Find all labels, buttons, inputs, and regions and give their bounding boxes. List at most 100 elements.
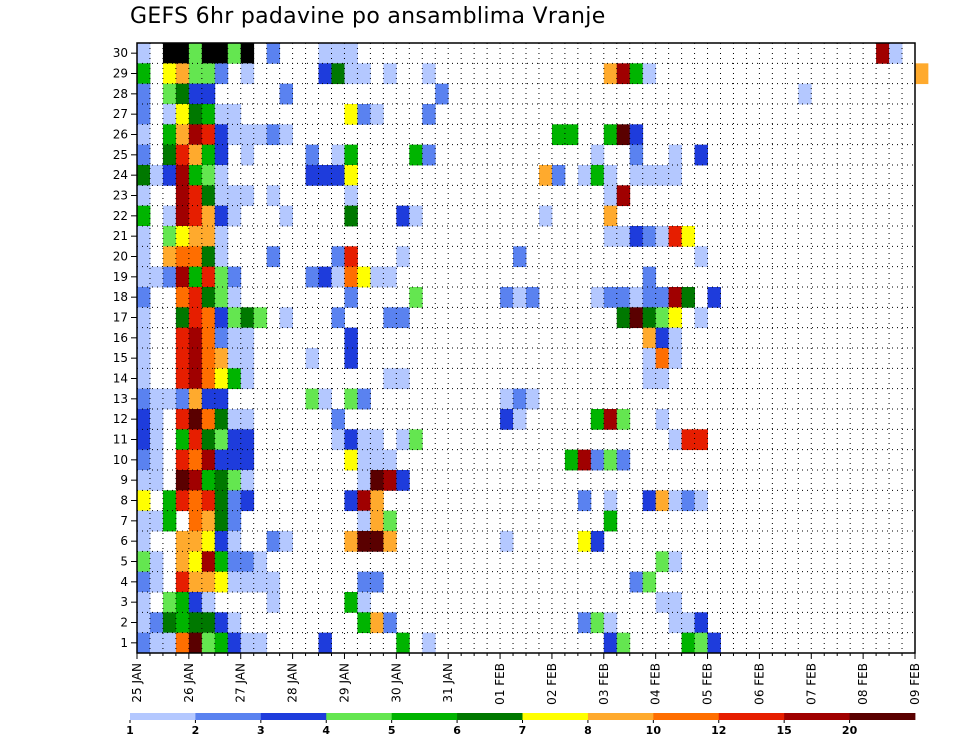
heatmap-cell — [188, 429, 203, 451]
x-tick-label: 26 JAN — [182, 663, 196, 703]
y-tick-label: 4 — [120, 575, 128, 589]
heatmap-cell — [227, 632, 242, 654]
heatmap-cell — [188, 368, 203, 390]
heatmap-cell — [137, 429, 151, 451]
heatmap-cell — [149, 612, 164, 634]
heatmap-cell — [383, 612, 397, 634]
legend-label: 2 — [192, 724, 200, 737]
heatmap-cell — [149, 449, 164, 471]
heatmap-cell — [188, 104, 203, 125]
heatmap-cell — [513, 388, 527, 410]
heatmap-cell — [188, 327, 203, 349]
legend-label: 7 — [519, 724, 527, 737]
heatmap-cell — [603, 226, 618, 247]
heatmap-cell — [422, 144, 436, 166]
heatmap-cell — [253, 551, 268, 573]
heatmap-cell — [137, 470, 151, 491]
heatmap-cell — [681, 287, 695, 308]
heatmap-cell — [344, 348, 358, 369]
heatmap-cell — [188, 531, 203, 552]
heatmap-cell — [214, 348, 229, 369]
legend-label: 12 — [711, 724, 726, 737]
heatmap-cell — [357, 429, 371, 451]
heatmap-cell — [642, 571, 657, 593]
legend-swatch — [195, 713, 262, 720]
heatmap-cell — [590, 449, 605, 471]
heatmap-cell — [668, 551, 682, 573]
heatmap-cell — [603, 63, 618, 85]
heatmap-cell — [344, 490, 358, 512]
heatmap-cell — [201, 165, 216, 186]
heatmap-cell — [175, 165, 190, 186]
heatmap-cell — [175, 43, 190, 64]
heatmap-cell — [655, 226, 670, 247]
x-tick-label: 06 FEB — [752, 663, 766, 705]
heatmap-cells — [137, 43, 929, 654]
heatmap-cell — [188, 43, 203, 64]
y-tick-label: 17 — [113, 311, 128, 325]
heatmap-cell — [188, 226, 203, 247]
heatmap-cell — [188, 185, 203, 207]
heatmap-cell — [526, 287, 540, 308]
heatmap-cell — [318, 43, 332, 64]
legend-label: 15 — [777, 724, 792, 737]
legend-label: 3 — [257, 724, 265, 737]
heatmap-cell — [279, 83, 293, 105]
y-tick-label: 21 — [113, 229, 128, 243]
heatmap-cell — [137, 43, 151, 64]
heatmap-cell — [668, 429, 682, 451]
heatmap-cell — [188, 205, 203, 227]
heatmap-cell — [214, 449, 229, 471]
heatmap-cell — [603, 510, 618, 532]
x-tick-label: 29 JAN — [337, 663, 351, 703]
heatmap-cell — [655, 307, 670, 329]
x-tick-label: 03 FEB — [597, 663, 611, 705]
heatmap-cell — [370, 470, 384, 491]
heatmap-cell — [214, 571, 229, 593]
heatmap-cell — [175, 368, 190, 390]
heatmap-cell — [240, 185, 255, 207]
heatmap-cell — [344, 592, 358, 613]
heatmap-cell — [240, 409, 255, 430]
heatmap-cell — [227, 551, 242, 573]
heatmap-cell — [162, 43, 177, 64]
heatmap-cell — [162, 104, 177, 125]
heatmap-cell — [137, 185, 151, 207]
heatmap-cell — [175, 83, 190, 105]
heatmap-cell — [214, 490, 229, 512]
heatmap-cell — [227, 124, 242, 146]
x-tick-label: 27 JAN — [234, 663, 248, 703]
heatmap-cell — [149, 632, 164, 654]
heatmap-cell — [214, 63, 229, 85]
heatmap-cell — [422, 63, 436, 85]
heatmap-cell — [590, 287, 605, 308]
heatmap-cell — [214, 388, 229, 410]
heatmap-cell — [383, 449, 397, 471]
heatmap-cell — [590, 144, 605, 166]
heatmap-cell — [149, 571, 164, 593]
heatmap-cell — [305, 348, 319, 369]
heatmap-cell — [798, 83, 812, 105]
heatmap-cell — [616, 632, 631, 654]
heatmap-cell — [175, 490, 190, 512]
heatmap-cell — [201, 226, 216, 247]
heatmap-cell — [188, 287, 203, 308]
heatmap-cell — [162, 226, 177, 247]
legend-label: 6 — [453, 724, 461, 737]
y-tick-label: 1 — [120, 636, 128, 650]
y-tick-label: 6 — [120, 534, 128, 548]
heatmap-cell — [694, 307, 708, 329]
heatmap-cell — [655, 287, 670, 308]
heatmap-cell — [240, 551, 255, 573]
y-tick-label: 13 — [113, 392, 128, 406]
heatmap-cell — [162, 246, 177, 268]
heatmap-cell — [629, 124, 644, 146]
heatmap-cell — [357, 592, 371, 613]
heatmap-cell — [214, 327, 229, 349]
heatmap-cell — [201, 287, 216, 308]
heatmap-cell — [175, 429, 190, 451]
heatmap-cell — [564, 124, 579, 146]
heatmap-cell — [175, 226, 190, 247]
heatmap-cell — [513, 409, 527, 430]
heatmap-cell — [201, 429, 216, 451]
